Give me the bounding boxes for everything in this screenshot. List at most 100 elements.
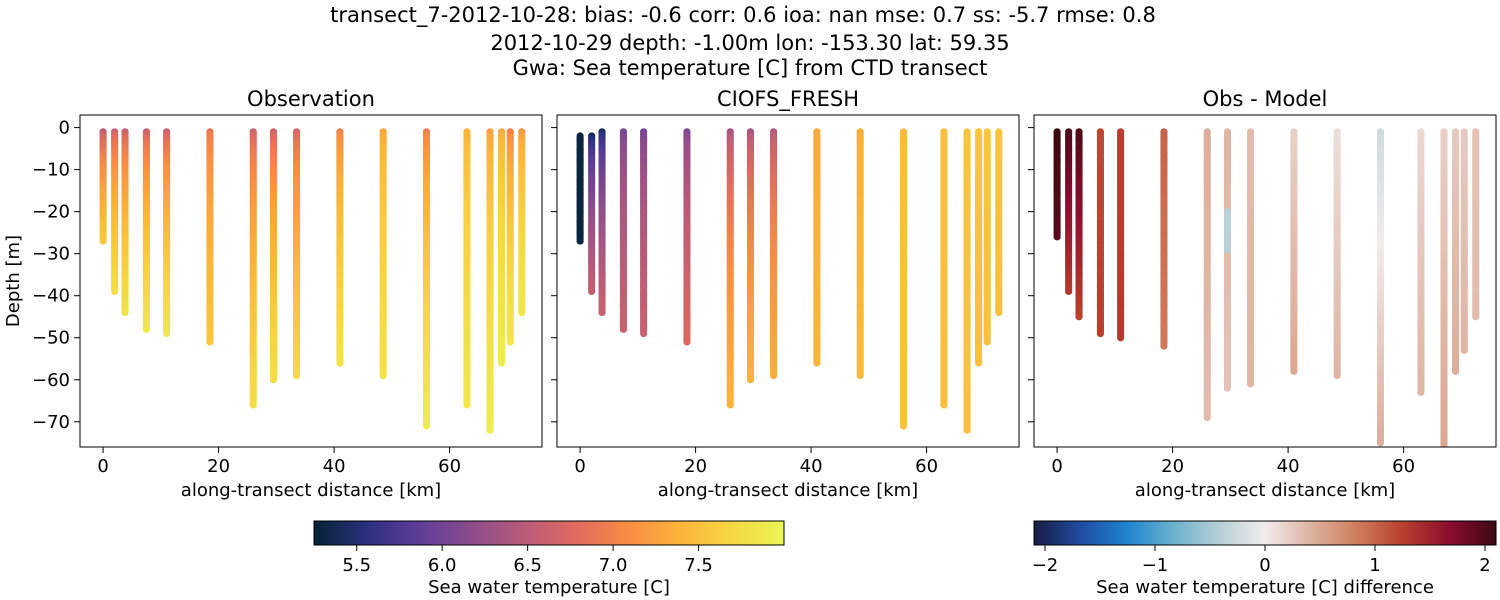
cast-4	[1117, 128, 1125, 342]
cast-14	[497, 128, 506, 367]
axes-frame-model	[556, 114, 1020, 448]
cast-2	[121, 128, 129, 317]
x-tick-label: 20	[684, 456, 707, 477]
cast-10	[856, 128, 864, 380]
panel-observation: Observation 0 20 40 60 0−10−20−30−40−50−60−…	[3, 87, 543, 501]
data-point	[940, 401, 948, 409]
x-tick-label: 20	[207, 456, 230, 477]
cast-11	[1376, 128, 1385, 447]
x-tick-label: 60	[438, 456, 461, 477]
x-axis-observation: 0 20 40 60	[97, 447, 461, 477]
cast-14	[974, 128, 983, 367]
x-axis-label-observation: along-transect distance [km]	[181, 480, 441, 501]
cast-3	[1096, 128, 1105, 338]
cast-1	[1065, 128, 1073, 296]
cast-0	[576, 132, 584, 245]
cast-8	[769, 128, 778, 380]
y-tick-label: −30	[32, 244, 70, 265]
y-tick-label: −50	[32, 328, 70, 349]
panel-title-difference: Obs - Model	[1203, 87, 1328, 111]
data-point	[497, 359, 506, 367]
data-point	[1290, 367, 1298, 375]
data-point	[506, 338, 514, 346]
cast-1	[111, 128, 119, 296]
y-axis-label: Depth [m]	[3, 235, 24, 327]
cast-9	[813, 128, 821, 367]
cast-15	[506, 128, 514, 346]
cast-16	[518, 128, 526, 317]
panel-title-observation: Observation	[247, 87, 375, 111]
figure-title-line-2: 2012-10-29 depth: -1.00m lon: -153.30 la…	[490, 31, 1009, 55]
data-point	[1203, 413, 1211, 422]
data-point	[995, 308, 1003, 317]
cast-0	[99, 128, 107, 245]
data-point	[163, 329, 171, 338]
data-point	[336, 359, 344, 367]
cast-5	[683, 128, 691, 346]
data-point	[598, 308, 606, 317]
x-tick-label: 40	[800, 456, 823, 477]
data-point	[588, 287, 596, 296]
panel-title-model: CIOFS_FRESH	[717, 87, 859, 112]
data-point	[974, 359, 983, 367]
cast-0	[1053, 128, 1061, 241]
data-point	[1223, 384, 1232, 392]
cast-4	[640, 128, 648, 338]
y-axis-observation: 0−10−20−30−40−50−60−70	[32, 118, 80, 433]
data-point	[1053, 233, 1061, 241]
data-point	[640, 329, 648, 338]
data-point	[1096, 329, 1105, 338]
x-tick-label: 0	[574, 456, 585, 477]
data-point	[1117, 334, 1125, 342]
cast-7	[746, 128, 755, 384]
data-point	[292, 371, 301, 380]
data-point	[899, 422, 908, 430]
data-point	[142, 325, 151, 333]
y-tick-label: 0	[59, 118, 70, 139]
data-point	[1333, 371, 1341, 380]
y-tick-label: −10	[32, 160, 70, 181]
x-tick-label: 60	[915, 456, 938, 477]
data-point	[121, 308, 129, 317]
data-point	[269, 376, 278, 384]
panel-difference: Obs - Model 0 20 40 60 along-transect dista…	[1028, 87, 1497, 501]
cast-9	[1290, 128, 1298, 375]
cast-6	[249, 128, 257, 409]
data-point	[983, 338, 991, 346]
cast-10	[379, 128, 387, 380]
cast-5	[206, 128, 214, 346]
data-point	[99, 237, 107, 245]
data-point	[379, 371, 387, 380]
data-point	[619, 325, 628, 333]
figure-title-line-3: Gwa: Sea temperature [C] from CTD transe…	[513, 56, 988, 80]
cast-11	[899, 128, 908, 430]
axes-frame-observation	[79, 114, 543, 448]
data-point	[1160, 342, 1168, 350]
data-point	[249, 401, 257, 409]
cast-3	[619, 128, 628, 333]
cast-6	[726, 128, 734, 409]
x-tick-label: 40	[323, 456, 346, 477]
data-point	[1065, 287, 1073, 296]
obs-scatter-marks	[99, 128, 526, 434]
cast-13	[486, 128, 494, 434]
x-tick-label: 0	[97, 456, 108, 477]
panel-model: CIOFS_FRESH 0 20 40 60 along-transect dista…	[551, 87, 1020, 501]
data-point	[1075, 313, 1083, 321]
figure-title-line-1: transect_7-2012-10-28: bias: -0.6 corr: …	[330, 3, 1156, 28]
x-axis-label-model: along-transect distance [km]	[658, 480, 918, 501]
data-point	[576, 237, 584, 245]
cast-12	[463, 128, 471, 409]
data-point	[813, 359, 821, 367]
cast-2	[1075, 128, 1083, 321]
cast-4	[163, 128, 171, 338]
cast-1	[588, 132, 596, 296]
data-point	[769, 371, 778, 380]
y-tick-label: −40	[32, 286, 70, 307]
data-point	[856, 371, 864, 380]
cast-5	[1160, 128, 1168, 350]
difference-scatter-marks	[1053, 128, 1480, 447]
data-point	[1246, 380, 1255, 388]
cast-12	[940, 128, 948, 409]
cast-7	[1223, 128, 1232, 392]
